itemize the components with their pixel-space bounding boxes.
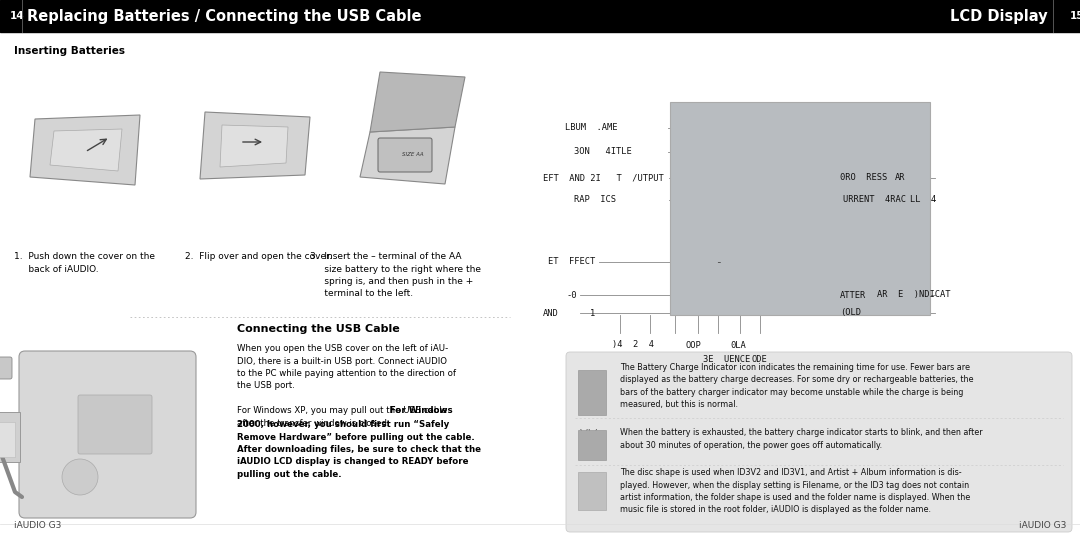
- Text: For Windows XP, you may pull out the USB cable
after the transfer window is clos: For Windows XP, you may pull out the USB…: [237, 406, 447, 427]
- Text: 3ON   4ITLE: 3ON 4ITLE: [573, 148, 632, 156]
- Text: iAUDIO G3: iAUDIO G3: [14, 521, 62, 530]
- Text: Inserting Batteries: Inserting Batteries: [14, 46, 125, 56]
- Bar: [0, 0, 1080, 32]
- Text: Replacing Batteries / Connecting the USB Cable: Replacing Batteries / Connecting the USB…: [27, 9, 421, 24]
- Text: iAUDIO G3: iAUDIO G3: [1018, 521, 1066, 530]
- Text: ATTER: ATTER: [840, 291, 866, 300]
- Text: LCD Display: LCD Display: [950, 9, 1048, 24]
- Text: AND: AND: [543, 308, 558, 317]
- Text: The Battery Charge Indicator icon indicates the remaining time for use. Fewer ba: The Battery Charge Indicator icon indica…: [620, 363, 973, 410]
- FancyBboxPatch shape: [78, 395, 152, 454]
- Polygon shape: [200, 112, 310, 179]
- Polygon shape: [220, 125, 288, 167]
- Text: LBUM  .AME: LBUM .AME: [565, 123, 618, 133]
- FancyBboxPatch shape: [19, 351, 195, 518]
- Bar: [0, 412, 21, 462]
- Text: Connecting the USB Cable: Connecting the USB Cable: [237, 324, 400, 334]
- Text: -0: -0: [566, 291, 577, 300]
- Text: (OLD: (OLD: [840, 308, 861, 317]
- Text: 0RO  RESS: 0RO RESS: [840, 174, 888, 183]
- Text: 3E  UENCE: 3E UENCE: [703, 356, 751, 364]
- Text: For Windows: For Windows: [390, 406, 453, 415]
- Text: OOP: OOP: [686, 341, 702, 349]
- Bar: [578, 370, 606, 415]
- Text: The disc shape is used when ID3V2 and ID3V1, and Artist + Album information is d: The disc shape is used when ID3V2 and ID…: [620, 468, 970, 515]
- Text: ET  FFECT: ET FFECT: [548, 258, 595, 266]
- Text: 1.  Push down the cover on the
     back of iAUDIO.: 1. Push down the cover on the back of iA…: [14, 252, 156, 273]
- Text: SIZE AA: SIZE AA: [402, 153, 423, 157]
- Text: AR: AR: [895, 174, 905, 183]
- Bar: [578, 472, 606, 510]
- Polygon shape: [50, 129, 122, 171]
- Polygon shape: [360, 127, 455, 184]
- Text: \/\/: \/\/: [580, 428, 598, 437]
- Circle shape: [62, 459, 98, 495]
- Text: 15: 15: [1070, 11, 1080, 21]
- Polygon shape: [30, 115, 140, 185]
- Text: )4  2  4: )4 2 4: [612, 341, 654, 349]
- Text: RAP  ICS: RAP ICS: [573, 196, 616, 204]
- Text: EFT  AND 2I   T  /UTPUT: EFT AND 2I T /UTPUT: [543, 174, 664, 183]
- Polygon shape: [370, 72, 465, 132]
- Text: 2.  Flip over and open the cover.: 2. Flip over and open the cover.: [185, 252, 332, 261]
- Text: When you open the USB cover on the left of iAU-
DIO, there is a built-in USB por: When you open the USB cover on the left …: [237, 344, 456, 390]
- Text: 1: 1: [590, 308, 595, 317]
- Bar: [670, 102, 930, 315]
- Text: URRENT  4RAC: URRENT 4RAC: [843, 196, 906, 204]
- FancyBboxPatch shape: [566, 352, 1072, 532]
- Bar: [0, 422, 15, 457]
- Text: 3.  Insert the – terminal of the AA
     size battery to the right where the
   : 3. Insert the – terminal of the AA size …: [310, 252, 481, 299]
- Text: -: -: [715, 257, 721, 267]
- Text: AR  E  )NDICAT: AR E )NDICAT: [877, 291, 950, 300]
- Bar: [578, 430, 606, 460]
- Text: LL  4: LL 4: [910, 196, 936, 204]
- FancyBboxPatch shape: [378, 138, 432, 172]
- Text: When the battery is exhausted, the battery charge indicator starts to blink, and: When the battery is exhausted, the batte…: [620, 428, 983, 450]
- FancyBboxPatch shape: [0, 357, 12, 379]
- Text: 0LA: 0LA: [730, 341, 746, 349]
- Text: ODE: ODE: [752, 356, 768, 364]
- Text: 2000, however, you should first run “Safely
Remove Hardware” before pulling out : 2000, however, you should first run “Saf…: [237, 420, 481, 479]
- Text: 14: 14: [10, 11, 25, 21]
